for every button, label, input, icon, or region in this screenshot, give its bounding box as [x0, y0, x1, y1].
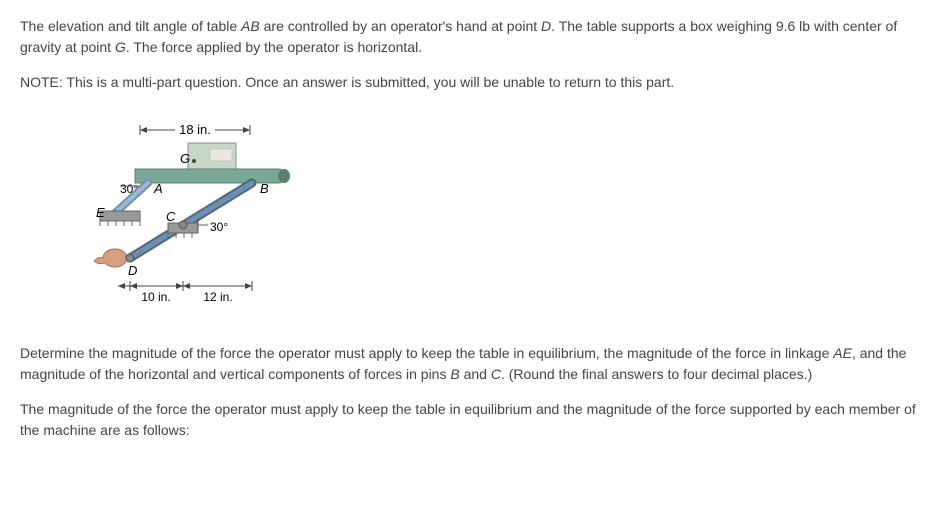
pin-b: B	[450, 366, 459, 382]
label-e: E	[96, 205, 105, 220]
q-part-1: Determine the magnitude of the force the…	[20, 345, 833, 361]
linkage-ae: AE	[833, 345, 852, 361]
dim-top-label: 18 in.	[179, 122, 211, 137]
diagram: 18 in. G A B 30° E	[80, 113, 360, 313]
q-part-3: and	[460, 366, 491, 382]
label-b: B	[260, 181, 269, 196]
intro-text-2: are controlled by an operator's hand at …	[260, 18, 541, 34]
pin-c: C	[491, 366, 501, 382]
question-text: Determine the magnitude of the force the…	[20, 343, 924, 385]
problem-note: NOTE: This is a multi-part question. Onc…	[20, 72, 924, 93]
label-g: G	[180, 151, 190, 166]
intro-text-4: . The force applied by the operator is h…	[126, 39, 422, 55]
label-d: D	[128, 263, 137, 278]
problem-intro: The elevation and tilt angle of table AB…	[20, 16, 924, 58]
question-followup: The magnitude of the force the operator …	[20, 399, 924, 441]
q-part-4: . (Round the final answers to four decim…	[501, 366, 812, 382]
angle-2: 30°	[210, 220, 228, 234]
point-d: D	[541, 18, 551, 34]
label-c: C	[166, 209, 176, 224]
table-ab: AB	[241, 18, 260, 34]
dim-bottom-1: 10 in.	[141, 290, 170, 304]
label-a: A	[153, 181, 163, 196]
dim-bottom-2: 12 in.	[203, 290, 232, 304]
intro-text-1: The elevation and tilt angle of table	[20, 18, 241, 34]
point-g: G	[115, 39, 126, 55]
